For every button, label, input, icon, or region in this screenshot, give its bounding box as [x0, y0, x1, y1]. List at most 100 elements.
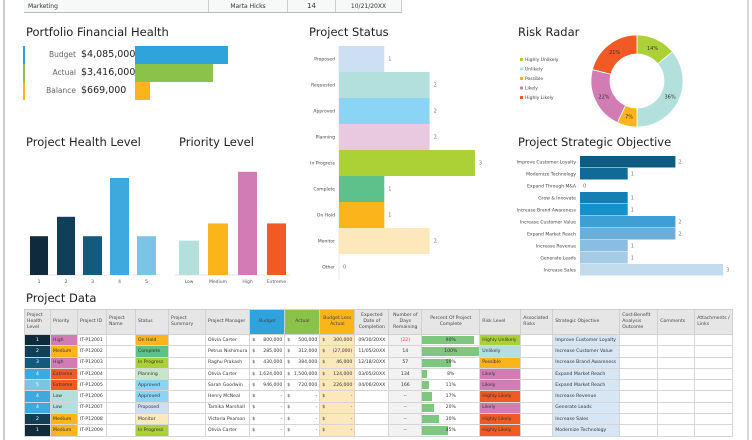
- column-header[interactable]: Actual: [284, 309, 321, 335]
- manager-cell[interactable]: Petrus Nishimura: [204, 345, 251, 358]
- status-cell[interactable]: In Progress: [135, 356, 169, 369]
- budget-cell[interactable]: $430,000: [249, 356, 286, 369]
- manager-cell[interactable]: Henry McNeal: [204, 390, 251, 403]
- manager-cell[interactable]: Olivia Carter: [204, 424, 251, 437]
- expected-date-cell[interactable]: 03/05/20XX: [354, 367, 390, 381]
- project-name-cell[interactable]: [106, 333, 136, 347]
- column-header[interactable]: Number of Days Remaining: [388, 309, 423, 335]
- attachments-cell[interactable]: [694, 345, 734, 358]
- project-name-cell[interactable]: [106, 424, 136, 437]
- budget-cell[interactable]: $ -: [249, 390, 286, 403]
- attachments-cell[interactable]: [694, 401, 734, 415]
- risk-level-cell[interactable]: Likely: [479, 401, 522, 415]
- actual-cell[interactable]: $1,500,000: [284, 367, 321, 381]
- project-id-cell[interactable]: IT-P12001: [77, 333, 107, 347]
- associated-risks-cell[interactable]: [520, 401, 554, 415]
- column-header[interactable]: Project Health Level: [24, 309, 51, 335]
- summary-cell[interactable]: [168, 333, 206, 347]
- percent-complete-cell[interactable]: 11%: [421, 379, 481, 392]
- expected-date-cell[interactable]: 04/06/20XX: [354, 379, 390, 392]
- column-header[interactable]: Associated Risks: [520, 309, 554, 335]
- project-name-cell[interactable]: [106, 367, 136, 381]
- comments-cell[interactable]: [657, 390, 696, 403]
- days-remaining-cell[interactable]: --: [388, 413, 423, 426]
- attachments-cell[interactable]: [694, 367, 734, 381]
- status-cell[interactable]: Proposed: [135, 401, 169, 415]
- attachments-cell[interactable]: [694, 333, 734, 347]
- bla-cell[interactable]: $ (27,000): [319, 345, 356, 358]
- associated-risks-cell[interactable]: [520, 367, 554, 381]
- expected-date-cell[interactable]: 11/05/20XX: [354, 345, 390, 358]
- manager-cell[interactable]: Victoria Pearson: [204, 413, 251, 426]
- priority-cell[interactable]: High: [50, 333, 78, 347]
- comments-cell[interactable]: [657, 345, 696, 358]
- strategic-objective-cell[interactable]: Increase Brand Awareness: [552, 356, 621, 369]
- actual-cell[interactable]: $384,000: [284, 356, 321, 369]
- days-remaining-cell[interactable]: 57: [388, 356, 423, 369]
- summary-cell[interactable]: [168, 379, 206, 392]
- cost-benefit-cell[interactable]: [619, 424, 659, 437]
- priority-cell[interactable]: Low: [50, 390, 78, 403]
- column-header[interactable]: Project Summary: [168, 309, 206, 335]
- bla-cell[interactable]: $ -: [319, 424, 356, 437]
- summary-cell[interactable]: [168, 390, 206, 403]
- actual-cell[interactable]: $312,000: [284, 345, 321, 358]
- expected-date-cell[interactable]: [354, 390, 390, 403]
- priority-cell[interactable]: Extreme: [50, 367, 78, 381]
- strategic-objective-cell[interactable]: Generate Leads: [552, 401, 621, 415]
- associated-risks-cell[interactable]: [520, 379, 554, 392]
- table-row[interactable]: 1 High IT-P12001 On Hold Olivia Carter $800,0…: [24, 333, 734, 347]
- summary-cell[interactable]: [168, 424, 206, 437]
- risk-level-cell[interactable]: Possible: [479, 356, 522, 369]
- column-header[interactable]: Budget Less Actual: [319, 309, 356, 335]
- table-row[interactable]: 1 Medium IT-P12009 In Progress Olivia Carter…: [24, 424, 734, 437]
- manager-cell[interactable]: Tamika Marshall: [204, 401, 251, 415]
- expected-date-cell[interactable]: [354, 413, 390, 426]
- column-header[interactable]: Project Name: [106, 309, 136, 335]
- percent-complete-cell[interactable]: 45%: [421, 424, 481, 437]
- attachments-cell[interactable]: [694, 413, 734, 426]
- risk-level-cell[interactable]: Highly Likely: [479, 390, 522, 403]
- bla-cell[interactable]: $ -: [319, 390, 356, 403]
- associated-risks-cell[interactable]: [520, 345, 554, 358]
- comments-cell[interactable]: [657, 356, 696, 369]
- cost-benefit-cell[interactable]: [619, 379, 659, 392]
- percent-complete-cell[interactable]: 90%: [421, 333, 481, 347]
- priority-cell[interactable]: Medium: [50, 424, 78, 437]
- attachments-cell[interactable]: [694, 379, 734, 392]
- project-id-cell[interactable]: IT-P12008: [77, 413, 107, 426]
- actual-cell[interactable]: $ -: [284, 413, 321, 426]
- associated-risks-cell[interactable]: [520, 413, 554, 426]
- health-cell[interactable]: 1: [24, 424, 51, 437]
- budget-cell[interactable]: $ -: [249, 401, 286, 415]
- cost-benefit-cell[interactable]: [619, 333, 659, 347]
- table-row[interactable]: 2 Medium IT-P12008 Monitor Victoria Pearson $…: [24, 413, 734, 426]
- percent-complete-cell[interactable]: 100%: [421, 345, 481, 358]
- risk-level-cell[interactable]: Highly Likely: [479, 413, 522, 426]
- column-header[interactable]: Status: [135, 309, 169, 335]
- risk-level-cell[interactable]: Unlikely: [479, 345, 522, 358]
- status-cell[interactable]: Monitor: [135, 413, 169, 426]
- column-header[interactable]: Project Manager: [204, 309, 251, 335]
- associated-risks-cell[interactable]: [520, 390, 554, 403]
- summary-cell[interactable]: [168, 345, 206, 358]
- percent-complete-cell[interactable]: 50%: [421, 356, 481, 369]
- summary-cell[interactable]: [168, 356, 206, 369]
- health-cell[interactable]: 4: [24, 390, 51, 403]
- status-cell[interactable]: On Hold: [135, 333, 169, 347]
- project-id-cell[interactable]: IT-P12002: [77, 345, 107, 358]
- strategic-objective-cell[interactable]: Increase Customer Value: [552, 345, 621, 358]
- days-remaining-cell[interactable]: 166: [388, 379, 423, 392]
- project-id-cell[interactable]: IT-P12004: [77, 367, 107, 381]
- health-cell[interactable]: 2: [24, 413, 51, 426]
- status-cell[interactable]: Complete: [135, 345, 169, 358]
- column-header[interactable]: Priority: [50, 309, 78, 335]
- table-row[interactable]: 4 Low IT-P12007 Proposed Tamika Marshall $ - $ -…: [24, 401, 734, 415]
- comments-cell[interactable]: [657, 424, 696, 437]
- priority-cell[interactable]: High: [50, 356, 78, 369]
- attachments-cell[interactable]: [694, 424, 734, 437]
- days-remaining-cell[interactable]: --: [388, 401, 423, 415]
- table-row[interactable]: 3 High IT-P12003 In Progress Raghu Prakash $4…: [24, 356, 734, 369]
- health-cell[interactable]: 3: [24, 356, 51, 369]
- strategic-objective-cell[interactable]: Increase Sales: [552, 413, 621, 426]
